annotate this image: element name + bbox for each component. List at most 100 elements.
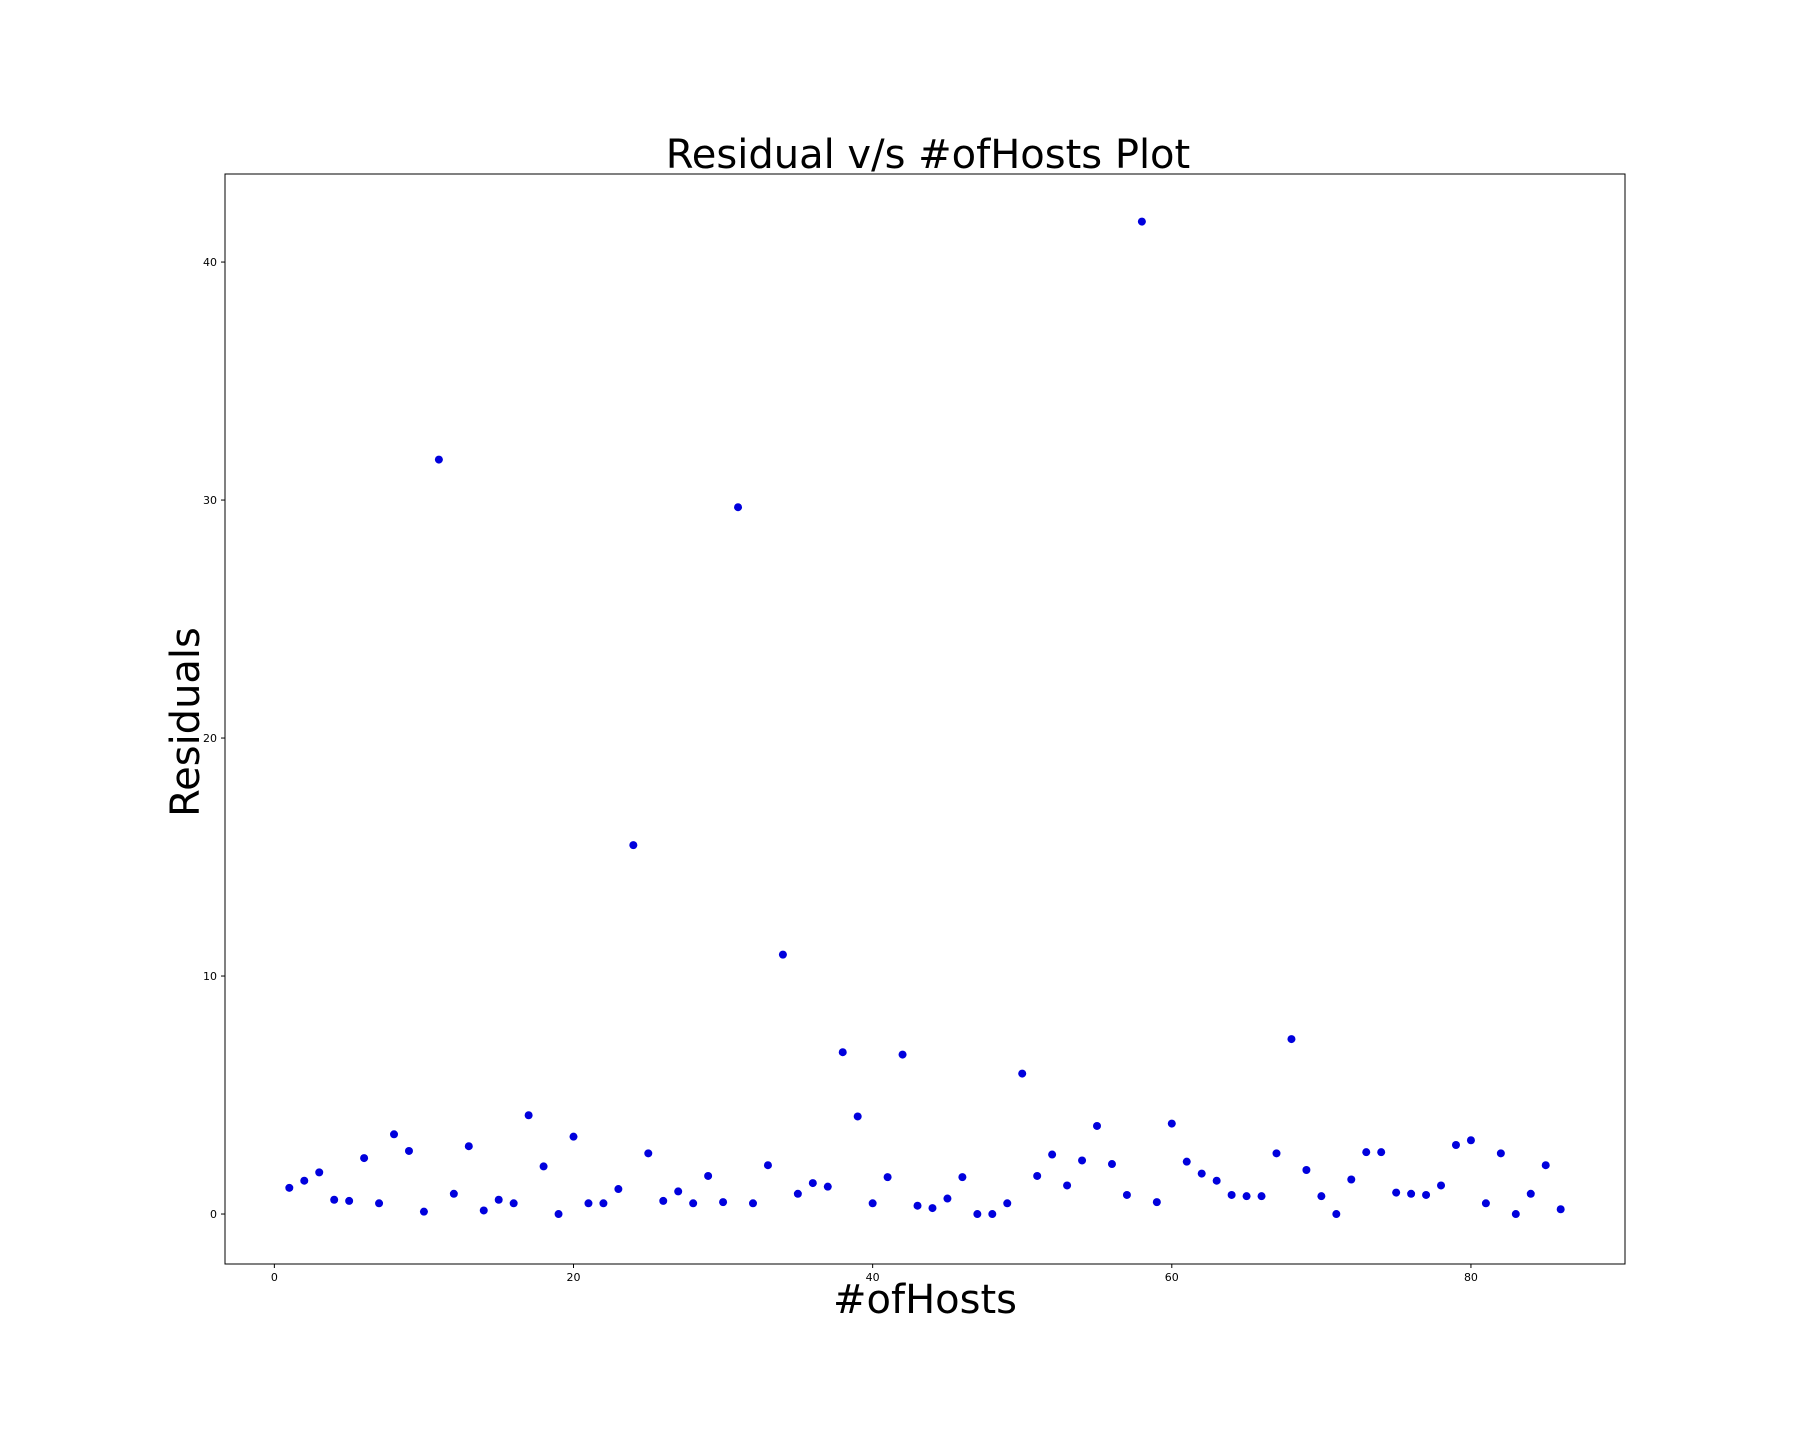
data-point: [1227, 1190, 1236, 1199]
data-point: [1033, 1171, 1042, 1180]
data-point: [434, 455, 443, 464]
data-point: [868, 1199, 877, 1208]
data-point: [898, 1050, 907, 1059]
data-point: [1317, 1192, 1326, 1201]
data-point: [808, 1179, 817, 1188]
data-point: [778, 950, 787, 959]
data-point: [449, 1189, 458, 1198]
data-point: [1496, 1149, 1505, 1158]
data-point: [1018, 1069, 1027, 1078]
data-point: [913, 1201, 922, 1210]
data-point: [1197, 1169, 1206, 1178]
y-axis-label: Residuals: [163, 627, 209, 817]
data-point: [1078, 1156, 1087, 1165]
data-point: [883, 1173, 892, 1182]
data-point: [1093, 1121, 1102, 1130]
data-point: [719, 1198, 728, 1207]
chart-title: Residual v/s #ofHosts Plot: [666, 132, 1190, 178]
data-point: [300, 1176, 309, 1185]
data-point: [1287, 1035, 1296, 1044]
x-tick-label: 40: [866, 1271, 880, 1284]
data-point: [345, 1196, 354, 1205]
data-point: [1466, 1136, 1475, 1145]
data-point: [659, 1196, 668, 1205]
data-point: [704, 1171, 713, 1180]
data-point: [1122, 1190, 1131, 1199]
y-tick-label: 30: [203, 494, 217, 507]
data-point: [988, 1210, 997, 1219]
data-point: [315, 1168, 324, 1177]
data-point: [1212, 1176, 1221, 1185]
data-point: [973, 1210, 982, 1219]
data-point: [1003, 1199, 1012, 1208]
data-point: [838, 1048, 847, 1057]
data-point: [494, 1195, 503, 1204]
data-point: [479, 1206, 488, 1215]
data-point: [584, 1199, 593, 1208]
x-tick-label: 80: [1464, 1271, 1478, 1284]
data-point: [330, 1195, 339, 1204]
data-point: [360, 1154, 369, 1163]
data-point: [748, 1199, 757, 1208]
data-point: [1422, 1190, 1431, 1199]
data-point: [1541, 1161, 1550, 1170]
data-point: [1377, 1148, 1386, 1157]
data-point: [285, 1183, 294, 1192]
data-point: [1556, 1205, 1565, 1214]
data-point: [1481, 1199, 1490, 1208]
data-point: [464, 1142, 473, 1151]
data-point: [1526, 1189, 1535, 1198]
data-point: [1048, 1150, 1057, 1159]
data-point: [943, 1194, 952, 1203]
y-tick-label: 40: [203, 256, 217, 269]
data-point: [419, 1207, 428, 1216]
data-point: [1347, 1175, 1356, 1184]
data-point: [509, 1199, 518, 1208]
data-point: [1063, 1181, 1072, 1190]
data-point: [1107, 1160, 1116, 1169]
data-point: [1332, 1210, 1341, 1219]
data-point: [1242, 1192, 1251, 1201]
x-tick-label: 0: [271, 1271, 278, 1284]
data-point: [763, 1161, 772, 1170]
data-point: [390, 1130, 399, 1139]
data-point: [554, 1210, 563, 1219]
data-point: [1392, 1188, 1401, 1197]
y-tick-label: 20: [203, 732, 217, 745]
data-point: [1451, 1141, 1460, 1150]
data-point: [674, 1187, 683, 1196]
plot-frame: [224, 173, 1626, 1265]
data-point: [1152, 1198, 1161, 1207]
data-point: [375, 1199, 384, 1208]
x-axis-label: #ofHosts: [833, 1277, 1017, 1323]
data-point: [1437, 1181, 1446, 1190]
y-tick-label: 10: [203, 970, 217, 983]
data-point: [644, 1149, 653, 1158]
data-point: [539, 1162, 548, 1171]
data-point: [793, 1189, 802, 1198]
data-point: [1407, 1189, 1416, 1198]
data-point: [823, 1182, 832, 1191]
data-point: [958, 1173, 967, 1182]
data-point: [1257, 1192, 1266, 1201]
data-point: [629, 841, 638, 850]
data-point: [734, 503, 743, 512]
data-point: [1137, 217, 1146, 226]
y-axis: 0 10 20 30 40: [203, 256, 225, 1221]
data-point: [1167, 1119, 1176, 1128]
data-point: [1362, 1148, 1371, 1157]
y-tick-label: 0: [210, 1208, 217, 1221]
data-point: [853, 1112, 862, 1121]
data-point: [1511, 1210, 1520, 1219]
data-point: [928, 1204, 937, 1213]
x-tick-label: 60: [1165, 1271, 1179, 1284]
x-tick-label: 20: [567, 1271, 581, 1284]
data-point: [569, 1132, 578, 1141]
data-point: [689, 1199, 698, 1208]
data-point: [614, 1185, 623, 1194]
data-point: [1302, 1165, 1311, 1174]
data-point: [404, 1146, 413, 1155]
x-axis: 0 20 40 60 80: [271, 1264, 1478, 1284]
